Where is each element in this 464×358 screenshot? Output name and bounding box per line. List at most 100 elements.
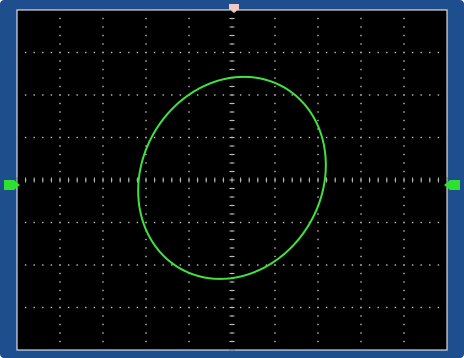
grid-dot (403, 60, 405, 62)
grid-dot (257, 94, 259, 96)
grid-dot (317, 51, 319, 54)
grid-dot (317, 43, 319, 45)
grid-dot (102, 340, 104, 343)
grid-dot (145, 145, 147, 147)
grid-dot (420, 306, 422, 309)
grid-dot (317, 170, 319, 173)
grid-dot (59, 153, 61, 156)
grid-dot (360, 264, 362, 266)
grid-dot (360, 162, 362, 164)
trigger-position-marker-icon[interactable] (229, 4, 239, 13)
grid-dot (102, 221, 104, 224)
grid-dot (257, 221, 259, 224)
grid-dot (437, 264, 440, 266)
markers (4, 4, 460, 190)
grid-dot (239, 306, 242, 309)
grid-dot (317, 77, 319, 79)
grid-dot (59, 51, 61, 54)
grid-dot (403, 221, 405, 224)
grid-dot (368, 306, 371, 309)
grid-dot (196, 264, 199, 266)
grid-dot (274, 119, 276, 122)
grid-dot (188, 230, 190, 232)
grid-dot (102, 298, 104, 300)
grid-dot (429, 94, 431, 96)
grid-dot (76, 94, 78, 96)
trigger-level-marker-icon[interactable] (444, 180, 460, 190)
grid-dot (188, 60, 190, 62)
grid-dot (334, 306, 336, 309)
grid-dot (145, 332, 147, 334)
grid-dot (325, 306, 328, 309)
grid-dot (360, 77, 362, 79)
grid-dot (179, 221, 182, 224)
grid-dot (360, 94, 362, 96)
grid-dot (317, 272, 319, 275)
grid-dot (394, 51, 397, 54)
grid-dot (85, 264, 87, 266)
grid-dot (403, 34, 405, 37)
grid-dot (360, 85, 362, 88)
grid-dot (403, 94, 405, 96)
grid-dot (274, 213, 276, 215)
grid-dot (205, 51, 207, 54)
grid-dot (42, 136, 44, 139)
grid-dot (222, 136, 225, 139)
grid-dot (317, 94, 319, 96)
grid-dot (274, 306, 276, 309)
grid-dot (351, 264, 354, 266)
grid-dot (136, 136, 139, 139)
grid-dot (317, 17, 319, 20)
grid-dot (403, 323, 405, 326)
grid-dot (102, 196, 104, 198)
grid-dot (403, 162, 405, 164)
grid-dot (360, 204, 362, 207)
grid-dot (102, 68, 104, 71)
grid-dot (274, 60, 276, 62)
grid-dot (437, 306, 440, 309)
grid-dot (317, 145, 319, 147)
grid-dot (59, 162, 61, 164)
grid-dot (59, 26, 61, 28)
grid-dot (24, 136, 27, 139)
grid-dot (102, 315, 104, 317)
grid-dot (239, 136, 242, 139)
grid-dot (102, 145, 104, 147)
grid-dot (188, 68, 190, 71)
grid-dot (145, 306, 147, 309)
grid-dot (59, 298, 61, 300)
grid-dot (274, 111, 276, 113)
grid-dot (16, 221, 18, 224)
grid-dot (360, 43, 362, 45)
grid-dot (317, 187, 319, 190)
grid-dot (16, 94, 18, 96)
grid-dot (274, 340, 276, 343)
grid-dot (93, 264, 96, 266)
grid-dot (171, 136, 173, 139)
grid-dot (360, 136, 362, 139)
grid-dot (188, 145, 190, 147)
ch1-ground-marker-icon[interactable] (4, 180, 20, 190)
grid-dot (343, 51, 345, 54)
grid-dot (145, 162, 147, 164)
grid-dot (317, 264, 319, 266)
grid-dot (16, 51, 18, 54)
grid-dot (188, 77, 190, 79)
grid-dot (317, 238, 319, 241)
grid-dot (136, 264, 139, 266)
grid-dot (145, 43, 147, 45)
grid-dot (360, 247, 362, 249)
grid-dot (360, 17, 362, 20)
grid-dot (360, 289, 362, 292)
grid-dot (317, 255, 319, 258)
grid-dot (360, 119, 362, 122)
grid-dot (59, 289, 61, 292)
grid-dot (317, 230, 319, 232)
grid-dot (50, 306, 53, 309)
grid-dot (317, 298, 319, 300)
grid-dot (85, 221, 87, 224)
grid-dot (162, 51, 164, 54)
grid-dot (145, 26, 147, 28)
grid-dot (188, 128, 190, 130)
grid-dot (274, 255, 276, 258)
